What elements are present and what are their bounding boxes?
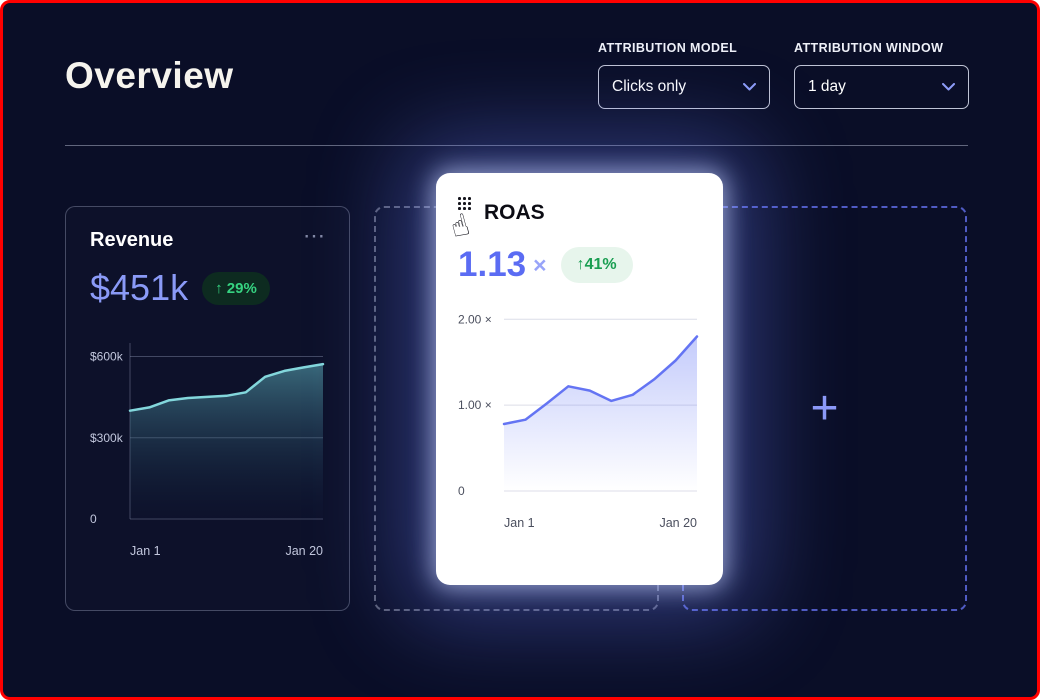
revenue-card[interactable]: Revenue ⋯ $451k ↑ 29% $600k $300k 0 Jan 1 Ja… xyxy=(65,206,350,611)
revenue-card-title: Revenue xyxy=(90,229,174,251)
roas-delta-badge: ↑41% xyxy=(560,247,633,283)
roas-value: 1.13 xyxy=(458,245,527,284)
attribution-model-value: Clicks only xyxy=(612,78,687,95)
roas-card-title: ROAS xyxy=(484,201,545,224)
svg-text:$300k: $300k xyxy=(90,431,124,445)
hand-cursor-icon: ☝ xyxy=(446,207,474,246)
header-divider xyxy=(65,145,968,146)
revenue-value: $451k xyxy=(90,267,189,308)
multiplier-symbol: × xyxy=(533,251,547,278)
revenue-delta-badge: ↑ 29% xyxy=(202,271,270,305)
attribution-model-control: ATTRIBUTION MODEL Clicks only xyxy=(598,41,770,109)
chevron-down-icon xyxy=(743,83,756,91)
attribution-window-label: ATTRIBUTION WINDOW xyxy=(794,41,944,55)
attribution-window-value: 1 day xyxy=(808,78,846,95)
roas-value-row: 1.13 × ↑41% xyxy=(458,245,701,285)
attribution-window-control: ATTRIBUTION WINDOW 1 day xyxy=(794,41,969,109)
svg-text:Jan 20: Jan 20 xyxy=(659,516,697,530)
roas-card-header: ☝ ROAS xyxy=(447,191,701,246)
revenue-value-row: $451k ↑ 29% xyxy=(90,267,325,309)
roas-chart: 2.00 × 1.00 × 0 Jan 1 Jan 20 xyxy=(458,303,701,533)
svg-text:$600k: $600k xyxy=(90,350,124,364)
attribution-model-label: ATTRIBUTION MODEL xyxy=(598,41,738,55)
page-title: Overview xyxy=(65,55,234,96)
svg-text:Jan 1: Jan 1 xyxy=(504,516,535,530)
svg-text:2.00 ×: 2.00 × xyxy=(458,312,492,326)
attribution-model-select[interactable]: Clicks only xyxy=(598,65,770,109)
svg-text:1.00 ×: 1.00 × xyxy=(458,398,492,412)
card-menu-icon[interactable]: ⋯ xyxy=(303,223,325,248)
drag-handle-icon[interactable] xyxy=(458,197,473,212)
svg-text:0: 0 xyxy=(458,484,465,498)
add-widget-dropzone[interactable]: + xyxy=(682,206,967,611)
svg-text:Jan 1: Jan 1 xyxy=(130,544,161,558)
svg-text:Jan 20: Jan 20 xyxy=(285,544,323,558)
chevron-down-icon xyxy=(942,83,955,91)
svg-text:0: 0 xyxy=(90,512,97,526)
plus-icon: + xyxy=(810,381,839,435)
revenue-chart: $600k $300k 0 Jan 1 Jan 20 xyxy=(90,331,325,561)
roas-card[interactable]: ☝ ROAS 1.13 × ↑41% 2.00 × 1.00 × 0 Jan 1 Jan… xyxy=(436,173,723,585)
revenue-card-header: Revenue ⋯ xyxy=(90,223,325,253)
attribution-window-select[interactable]: 1 day xyxy=(794,65,969,109)
